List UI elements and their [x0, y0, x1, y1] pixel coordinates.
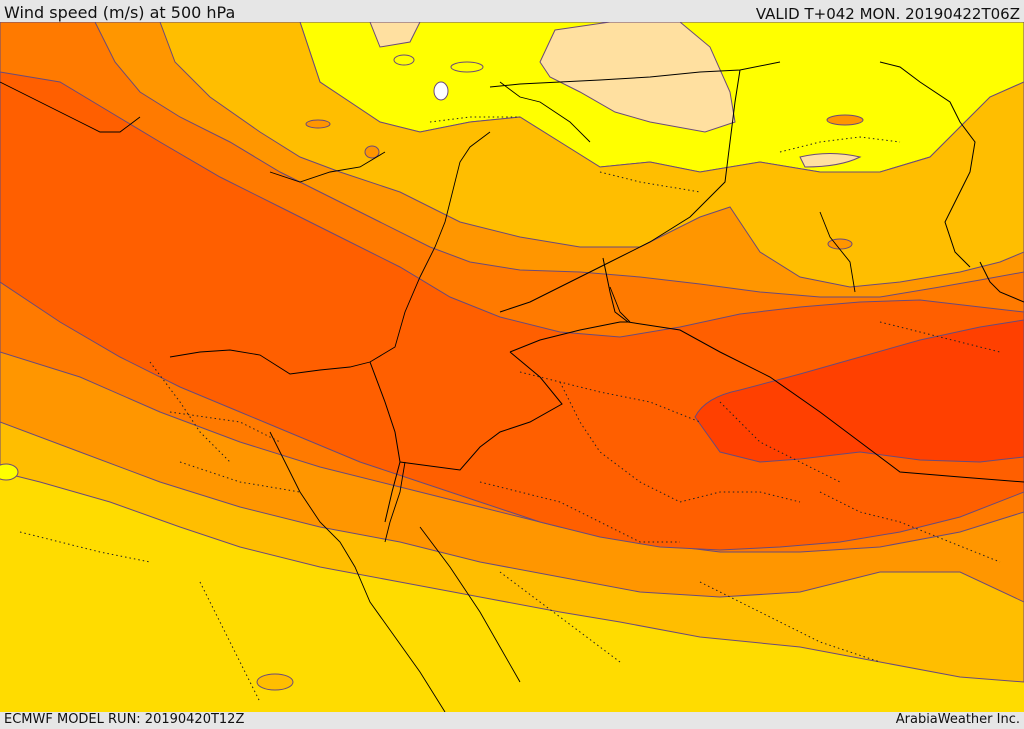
- blob-pale-1: [393, 54, 415, 66]
- map-title: Wind speed (m/s) at 500 hPa: [4, 3, 236, 22]
- province-boundaries: [19, 116, 1001, 703]
- blob-yellow-1: [0, 463, 19, 481]
- model-run: ECMWF MODEL RUN: 20190420T12Z: [4, 712, 245, 727]
- blob-orange-3: [826, 114, 864, 126]
- band-red-core: [694, 319, 1024, 463]
- blob-orange-2: [364, 145, 380, 159]
- peach-patch: [539, 22, 736, 133]
- blob-orange-1: [305, 119, 331, 129]
- blob-pale-2: [450, 61, 484, 73]
- map-header: Wind speed (m/s) at 500 hPa VALID T+042 …: [0, 0, 1024, 23]
- valid-time: VALID T+042 MON. 20190422T06Z: [755, 5, 1020, 23]
- wind-speed-map: [0, 22, 1024, 712]
- country-borders: [369, 61, 1024, 523]
- peach-blob-1: [369, 22, 421, 48]
- peach-blob-2: [799, 153, 862, 168]
- map-footer: ECMWF MODEL RUN: 20190420T12Z ArabiaWeat…: [0, 712, 1024, 729]
- blob-orange-4: [827, 238, 853, 250]
- credit: ArabiaWeather Inc.: [895, 712, 1020, 727]
- blob-orange-5: [256, 673, 294, 691]
- blob-white: [433, 81, 449, 101]
- coastlines: [0, 81, 856, 712]
